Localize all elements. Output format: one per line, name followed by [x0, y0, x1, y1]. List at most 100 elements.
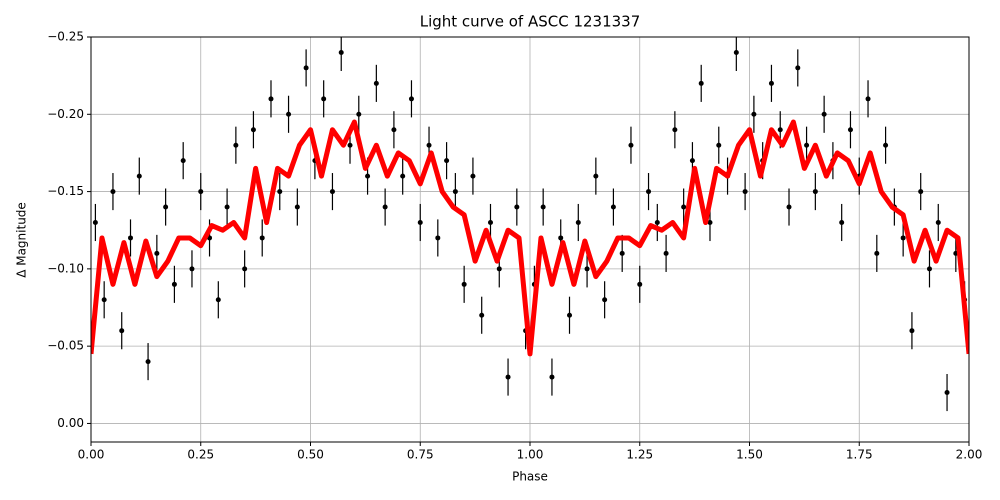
data-point [918, 189, 924, 195]
y-tick-label: 0.00 [57, 416, 84, 430]
data-point [812, 189, 818, 195]
data-point [101, 297, 107, 303]
data-point [839, 219, 845, 225]
data-point [373, 80, 379, 86]
data-point [444, 158, 450, 164]
data-point [804, 142, 810, 148]
data-point [874, 250, 880, 256]
data-point [92, 219, 98, 225]
data-point [567, 312, 573, 318]
data-point [303, 65, 309, 71]
data-point [128, 235, 134, 241]
data-point [365, 173, 371, 179]
data-point [382, 204, 388, 210]
data-point [707, 219, 713, 225]
x-axis-label: Phase [512, 470, 548, 484]
data-point [171, 281, 177, 287]
data-point [540, 204, 546, 210]
x-tick-label: 0.25 [187, 448, 214, 462]
data-point [426, 142, 432, 148]
data-point [505, 374, 511, 380]
data-point [944, 390, 950, 396]
data-point [452, 189, 458, 195]
data-point [329, 189, 335, 195]
data-point [145, 359, 151, 365]
data-point [110, 189, 116, 195]
data-point [391, 127, 397, 133]
data-point [584, 266, 590, 272]
data-point [338, 49, 344, 55]
data-point [479, 312, 485, 318]
data-point [321, 96, 327, 102]
data-point [575, 219, 581, 225]
data-point [900, 235, 906, 241]
data-point [786, 204, 792, 210]
data-point [549, 374, 555, 380]
data-point [619, 250, 625, 256]
data-point [215, 297, 221, 303]
mean-curve [91, 119, 969, 357]
data-point [698, 80, 704, 86]
data-point [558, 235, 564, 241]
data-point [654, 219, 660, 225]
data-point [198, 189, 204, 195]
y-tick-label: −0.20 [47, 107, 84, 121]
data-point [768, 80, 774, 86]
y-axis-label: Δ Magnitude [15, 202, 29, 278]
y-tick-label: −0.25 [47, 30, 84, 44]
data-point [496, 266, 502, 272]
data-point [154, 250, 160, 256]
data-point [663, 250, 669, 256]
data-point [637, 281, 643, 287]
data-point [163, 204, 169, 210]
data-point [610, 204, 616, 210]
data-point [795, 65, 801, 71]
data-point [356, 111, 362, 117]
data-point [681, 204, 687, 210]
x-tick-label: 1.50 [736, 448, 763, 462]
x-tick-label: 1.75 [846, 448, 873, 462]
data-point [733, 49, 739, 55]
axes: 0.00 0.25 0.50 0.75 1.00 1.25 1.50 1.75 2.00 −0.2… [47, 30, 982, 462]
plot-area [91, 37, 969, 412]
data-point [224, 204, 230, 210]
data-point [268, 96, 274, 102]
data-point [672, 127, 678, 133]
x-tick-label: 1.25 [626, 448, 653, 462]
data-point [294, 204, 300, 210]
data-point [602, 297, 608, 303]
y-tick-label: −0.10 [47, 261, 84, 275]
x-tick-label: 0.50 [297, 448, 324, 462]
data-point [408, 96, 414, 102]
data-point [461, 281, 467, 287]
data-point [233, 142, 239, 148]
data-point [277, 189, 283, 195]
data-point [250, 127, 256, 133]
data-point [935, 219, 941, 225]
data-point [514, 204, 520, 210]
data-point [487, 219, 493, 225]
x-tick-label: 1.00 [517, 448, 544, 462]
data-point [435, 235, 441, 241]
data-point [180, 158, 186, 164]
data-point [119, 328, 125, 334]
data-point [777, 127, 783, 133]
data-point [628, 142, 634, 148]
data-point [821, 111, 827, 117]
data-point [136, 173, 142, 179]
data-point [865, 96, 871, 102]
data-point [883, 142, 889, 148]
x-tick-label: 0.00 [78, 448, 105, 462]
data-point [909, 328, 915, 334]
data-point [347, 142, 353, 148]
data-point [286, 111, 292, 117]
data-point [593, 173, 599, 179]
x-tick-label: 2.00 [956, 448, 983, 462]
data-point [470, 173, 476, 179]
chart-title: Light curve of ASCC 1231337 [420, 13, 641, 31]
data-point [189, 266, 195, 272]
x-tick-label: 0.75 [407, 448, 434, 462]
data-point [751, 111, 757, 117]
data-point [716, 142, 722, 148]
